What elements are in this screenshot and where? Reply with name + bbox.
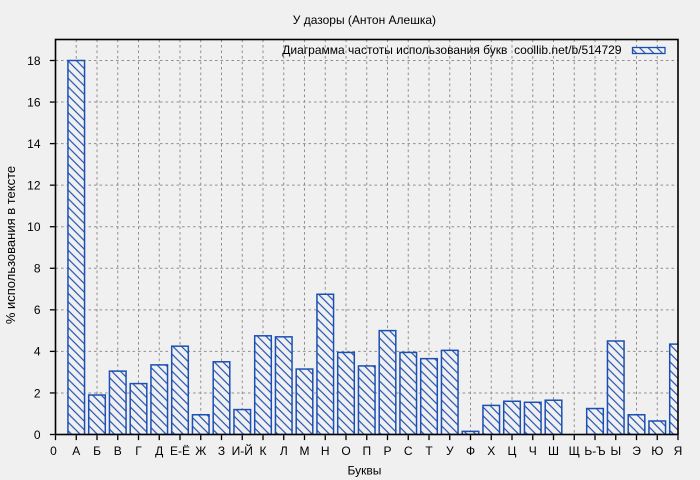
svg-text:Ю: Ю [651,444,663,458]
svg-text:Р: Р [383,444,391,458]
svg-text:0: 0 [34,428,41,442]
svg-text:Э: Э [632,444,641,458]
svg-text:0: 0 [50,444,57,458]
svg-text:Ч: Ч [529,444,537,458]
svg-text:Ш: Ш [548,444,559,458]
svg-text:Х: Х [487,444,495,458]
svg-text:16: 16 [27,95,41,109]
svg-text:Буквы: Буквы [347,463,381,477]
svg-text:10: 10 [27,220,41,234]
svg-text:В: В [114,444,122,458]
svg-text:12: 12 [27,179,41,193]
svg-text:У: У [446,444,454,458]
svg-text:Ы: Ы [610,444,621,458]
svg-text:Л: Л [280,444,288,458]
svg-text:П: П [362,444,371,458]
svg-text:Ж: Ж [195,444,206,458]
svg-text:14: 14 [27,137,41,151]
svg-text:Я: Я [674,444,683,458]
svg-text:Ь-Ъ: Ь-Ъ [584,444,605,458]
svg-text:С: С [404,444,413,458]
svg-text:М: М [300,444,310,458]
svg-text:% использования в тексте: % использования в тексте [3,166,18,324]
svg-text:Е-Ё: Е-Ё [170,444,190,458]
svg-text:И-Й: И-Й [232,443,253,458]
svg-text:Щ: Щ [569,444,580,458]
svg-text:6: 6 [34,303,41,317]
svg-text:8: 8 [34,262,41,276]
svg-text:Д: Д [155,444,163,458]
svg-text:У дазоры (Антон Алешка): У дазоры (Антон Алешка) [293,13,436,27]
svg-text:Г: Г [135,444,142,458]
svg-text:О: О [341,444,350,458]
svg-text:Диаграмма частоты использовани: Диаграмма частоты использования букв coo… [282,43,622,57]
svg-text:Ц: Ц [508,444,517,458]
svg-text:4: 4 [34,345,41,359]
svg-text:З: З [218,444,225,458]
svg-text:Т: Т [425,444,433,458]
svg-text:Н: Н [321,444,330,458]
svg-text:18: 18 [27,54,41,68]
svg-text:К: К [260,444,267,458]
svg-text:А: А [72,444,80,458]
svg-text:Ф: Ф [466,444,475,458]
svg-text:Б: Б [93,444,101,458]
svg-text:2: 2 [34,386,41,400]
